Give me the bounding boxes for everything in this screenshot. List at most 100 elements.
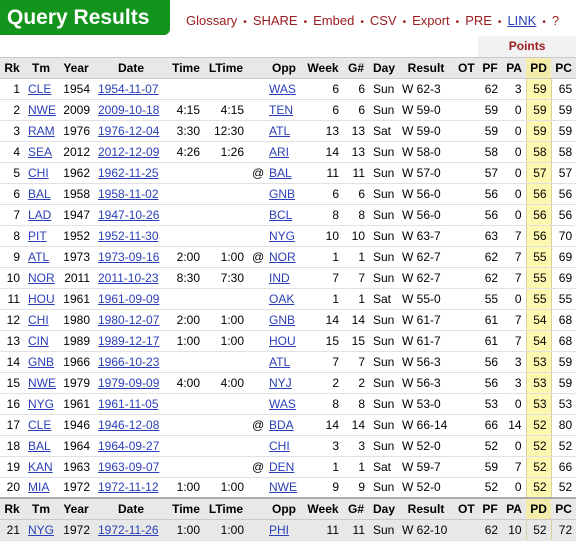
team-link[interactable]: KAN — [28, 459, 53, 474]
col-header-pa[interactable]: PA — [502, 57, 527, 79]
menu-item-share[interactable]: SHARE — [252, 13, 298, 28]
opponent-link[interactable]: ATL — [269, 123, 291, 138]
col-header-week[interactable]: Week — [303, 497, 343, 520]
col-header-date[interactable]: Date — [94, 497, 168, 520]
col-header-ot[interactable]: OT — [454, 497, 479, 520]
team-link[interactable]: MIA — [28, 480, 50, 495]
col-header-pa[interactable]: PA — [502, 497, 527, 520]
opponent-link[interactable]: ARI — [269, 144, 290, 159]
opponent-link[interactable]: NYG — [269, 228, 296, 243]
col-header-ltime[interactable]: LTime — [204, 497, 248, 520]
opponent-link[interactable]: TEN — [269, 102, 293, 117]
menu-item-help[interactable]: ? — [551, 13, 560, 28]
team-link[interactable]: NWE — [28, 375, 56, 390]
team-link[interactable]: NOR — [28, 270, 55, 285]
boxscore-date-link[interactable]: 1958-11-02 — [98, 186, 159, 201]
col-header-result[interactable]: Result — [398, 57, 454, 79]
team-link[interactable]: NYG — [28, 396, 55, 411]
boxscore-date-link[interactable]: 1989-12-17 — [98, 333, 160, 348]
opponent-link[interactable]: NYJ — [269, 375, 292, 390]
boxscore-date-link[interactable]: 1972-11-26 — [98, 522, 159, 537]
opponent-link[interactable]: BDA — [269, 417, 294, 432]
boxscore-date-link[interactable]: 1972-11-12 — [98, 480, 159, 495]
col-header-team[interactable]: Tm — [24, 497, 58, 520]
col-header-date[interactable]: Date — [94, 57, 168, 79]
team-link[interactable]: BAL — [28, 186, 51, 201]
opponent-link[interactable]: WAS — [269, 396, 296, 411]
boxscore-date-link[interactable]: 1979-09-09 — [98, 375, 160, 390]
col-header-rank[interactable]: Rk — [0, 497, 24, 520]
menu-item-export[interactable]: Export — [412, 13, 450, 28]
boxscore-date-link[interactable]: 1962-11-25 — [98, 165, 159, 180]
boxscore-date-link[interactable]: 1961-09-09 — [98, 291, 160, 306]
team-link[interactable]: CHI — [28, 165, 49, 180]
team-link[interactable]: CIN — [28, 333, 49, 348]
team-link[interactable]: ATL — [28, 249, 50, 264]
team-link[interactable]: PIT — [28, 228, 47, 243]
opponent-link[interactable]: DEN — [269, 459, 295, 474]
boxscore-date-link[interactable]: 2012-12-09 — [98, 144, 160, 159]
col-header-rank[interactable]: Rk — [0, 57, 24, 79]
menu-item-link[interactable]: LINK — [507, 13, 537, 28]
col-header-pf[interactable]: PF — [478, 57, 503, 79]
col-header-day[interactable]: Day — [369, 57, 398, 79]
col-header-pd[interactable]: PD — [526, 57, 552, 79]
team-link[interactable]: BAL — [28, 438, 51, 453]
col-header-pc[interactable]: PC — [551, 57, 576, 79]
opponent-link[interactable]: NWE — [269, 480, 297, 495]
team-link[interactable]: CLE — [28, 417, 52, 432]
menu-item-pre[interactable]: PRE — [465, 13, 492, 28]
opponent-link[interactable]: ATL — [269, 354, 291, 369]
menu-item-embed[interactable]: Embed — [313, 13, 355, 28]
team-link[interactable]: HOU — [28, 291, 55, 306]
col-header-ltime[interactable]: LTime — [204, 57, 248, 79]
boxscore-date-link[interactable]: 1954-11-07 — [98, 81, 159, 96]
team-link[interactable]: CHI — [28, 312, 49, 327]
opponent-link[interactable]: CHI — [269, 438, 290, 453]
boxscore-date-link[interactable]: 1952-11-30 — [98, 228, 159, 243]
opponent-link[interactable]: PHI — [269, 522, 290, 537]
team-link[interactable]: RAM — [28, 123, 55, 138]
opponent-link[interactable]: IND — [269, 270, 290, 285]
col-header-day[interactable]: Day — [369, 497, 398, 520]
boxscore-date-link[interactable]: 1973-09-16 — [98, 249, 160, 264]
boxscore-date-link[interactable]: 1961-11-05 — [98, 396, 159, 411]
opponent-link[interactable]: BAL — [269, 165, 292, 180]
col-header-time[interactable]: Time — [168, 57, 204, 79]
boxscore-date-link[interactable]: 1946-12-08 — [98, 417, 160, 432]
col-header-week[interactable]: Week — [303, 57, 343, 79]
team-link[interactable]: SEA — [28, 144, 53, 159]
boxscore-date-link[interactable]: 2009-10-18 — [98, 102, 160, 117]
boxscore-date-link[interactable]: 1963-09-07 — [98, 459, 160, 474]
boxscore-date-link[interactable]: 1947-10-26 — [98, 207, 160, 222]
col-header-pf[interactable]: PF — [478, 497, 503, 520]
opponent-link[interactable]: GNB — [269, 186, 296, 201]
boxscore-date-link[interactable]: 1976-12-04 — [98, 123, 160, 138]
col-header-opponent[interactable]: Opp — [265, 497, 303, 520]
boxscore-date-link[interactable]: 1964-09-27 — [98, 438, 160, 453]
opponent-link[interactable]: WAS — [269, 81, 296, 96]
opponent-link[interactable]: GNB — [269, 312, 296, 327]
menu-item-csv[interactable]: CSV — [369, 13, 397, 28]
opponent-link[interactable]: HOU — [269, 333, 296, 348]
col-header-result[interactable]: Result — [398, 497, 454, 520]
boxscore-date-link[interactable]: 2011-10-23 — [98, 270, 159, 285]
team-link[interactable]: LAD — [28, 207, 52, 222]
col-header-opponent[interactable]: Opp — [265, 57, 303, 79]
opponent-link[interactable]: BCL — [269, 207, 293, 222]
col-header-ot[interactable]: OT — [454, 57, 479, 79]
team-link[interactable]: CLE — [28, 81, 52, 96]
opponent-link[interactable]: OAK — [269, 291, 295, 306]
team-link[interactable]: NWE — [28, 102, 56, 117]
col-header-team[interactable]: Tm — [24, 57, 58, 79]
team-link[interactable]: GNB — [28, 354, 55, 369]
col-header-time[interactable]: Time — [168, 497, 204, 520]
team-link[interactable]: NYG — [28, 522, 55, 537]
opponent-link[interactable]: NOR — [269, 249, 296, 264]
col-header-game-number[interactable]: G# — [343, 497, 369, 520]
col-header-pc[interactable]: PC — [551, 497, 576, 520]
col-header-game-number[interactable]: G# — [343, 57, 369, 79]
boxscore-date-link[interactable]: 1966-10-23 — [98, 354, 160, 369]
col-header-pd[interactable]: PD — [526, 497, 552, 520]
col-header-year[interactable]: Year — [58, 497, 94, 520]
